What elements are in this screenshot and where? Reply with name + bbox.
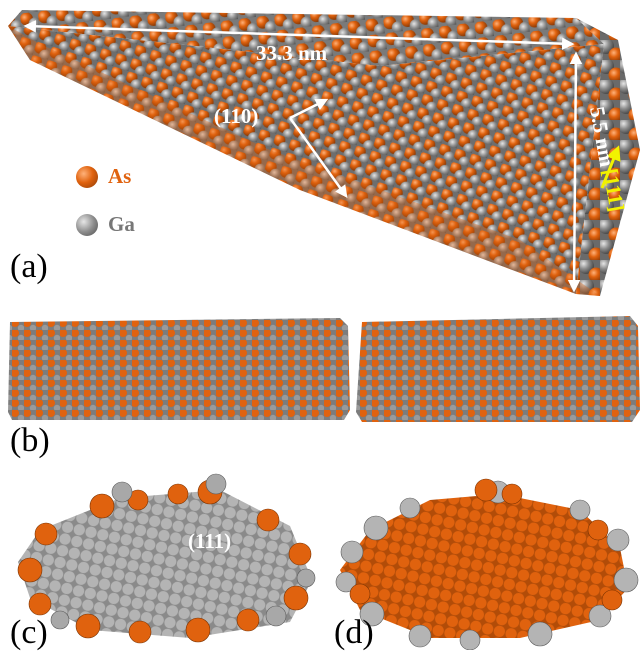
side-view-renders [8,316,640,422]
direction-arrow [600,145,621,189]
nanowire-3d-render: 33.3 nm (110) 5.5 nm [111] [8,10,640,296]
panel-a: 33.3 nm (110) 5.5 nm [111] As Ga (a) [0,0,644,300]
legend-as-label: As [108,164,132,188]
wire-side-view-right [356,316,640,422]
ga-atom-swatch [76,213,98,236]
facet-label-111: (111) [188,529,231,553]
legend-as: As [76,164,131,189]
wire-front-facet [8,26,604,294]
cross-section-d [340,494,628,638]
cross-section-renders: (111) [17,473,639,651]
legend-ga: Ga [76,212,135,237]
panel-label-b: (b) [10,422,50,459]
panel-label-a: (a) [10,248,48,285]
panel-label-c: (c) [10,614,48,651]
facet-arrow-up [289,98,329,120]
panel-cd: (111) (c) (d) [0,470,644,651]
panel-label-d: (d) [334,614,374,651]
legend-ga-label: Ga [108,212,135,236]
length-arrow [23,20,575,50]
facet-label-110: (110) [214,104,258,128]
wire-side-view-left [8,318,350,420]
width-arrow [567,51,583,293]
as-atom-swatch [76,165,98,188]
facet-arrow-down [288,117,348,199]
panel-b: (b) [0,300,644,470]
length-label: 33.3 nm [256,41,328,65]
cross-section-c [18,490,312,638]
